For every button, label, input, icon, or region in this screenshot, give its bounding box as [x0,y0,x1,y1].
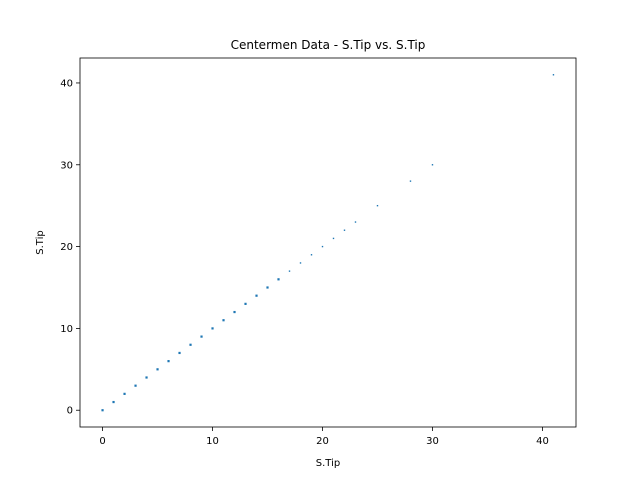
data-point [552,74,555,76]
data-point [112,400,115,404]
data-point [244,302,247,305]
data-point [310,254,313,256]
data-point [288,270,291,272]
data-point [211,327,214,330]
y-tick-label: 10 [60,324,73,335]
chart-title: Centermen Data - S.Tip vs. S.Tip [231,38,426,52]
data-point [189,343,192,346]
data-point [343,229,346,231]
data-point [167,360,170,363]
x-tick-label: 10 [206,436,219,447]
data-point [266,286,269,289]
data-points [101,74,555,412]
data-point [178,351,181,355]
data-point [123,392,126,395]
data-point [332,237,335,240]
y-axis: 0 10 20 30 40 [60,78,80,417]
data-point [145,376,148,379]
data-point [255,294,258,297]
x-tick-label: 40 [536,436,549,447]
y-tick-label: 0 [67,406,73,417]
data-point [200,335,203,338]
y-axis-label: S.Tip [35,230,46,254]
x-tick-label: 0 [99,436,105,447]
data-point [299,262,302,264]
y-tick-label: 40 [60,78,73,89]
data-point [409,180,412,182]
y-tick-label: 20 [60,242,73,253]
x-tick-label: 30 [426,436,439,447]
data-point [376,204,379,207]
data-point [101,409,104,412]
data-point [156,368,159,371]
data-point [431,164,434,166]
x-tick-label: 20 [316,436,329,447]
plot-frame [79,57,577,428]
data-point [277,278,280,281]
data-point [354,221,357,223]
x-axis-label: S.Tip [316,458,340,469]
data-point [321,245,324,248]
data-point [222,319,225,322]
data-point [134,384,137,387]
y-tick-label: 30 [60,160,73,171]
data-point [233,310,236,314]
x-axis: 0 10 20 30 40 [99,427,549,447]
